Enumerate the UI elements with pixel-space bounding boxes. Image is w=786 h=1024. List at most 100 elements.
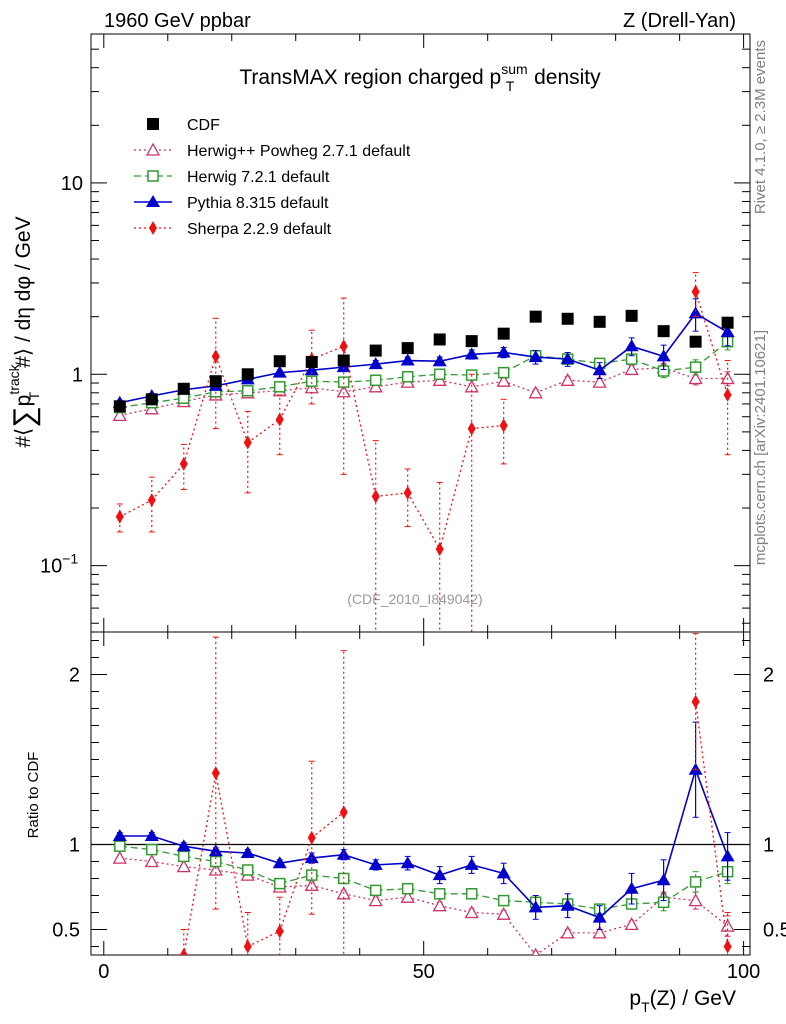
main-series-pythia-8-315-default [112,298,735,408]
main-line-segment [535,356,568,360]
ratio-line-segment [407,862,440,876]
ratio-point [432,898,447,912]
ratio-point [496,866,511,879]
ratio-line-segment [247,930,281,948]
main-point [657,325,670,338]
ratio-line-segment [407,896,440,907]
ratio-point [592,925,607,939]
ratio-point [176,839,191,852]
ratio-line-segment [503,872,537,908]
mcplots-label: mcplots.cern.ch [arXiv:2401.10621] [752,330,769,565]
ratio-line-segment [343,893,376,902]
main-point [145,393,158,406]
main-series-herwig-powheg-2-7-1-default [112,360,735,422]
ratio-plot-area [91,633,750,955]
main-line-segment [119,408,152,416]
main-y-tick-labels: 10−1 1 10 [40,173,83,578]
legend-label: Herwig 7.2.1 default [187,169,330,186]
ratio-point [400,856,415,869]
main-point [432,354,447,367]
ratio-line-segment [471,911,504,915]
main-line-segment [503,380,536,394]
main-point [689,361,702,373]
ratio-line-segment [183,845,216,853]
main-point [304,363,319,376]
main-point [113,400,126,413]
ratio-tick-labels: 0.5 0.5 1 1 2 2 0 50 100 [52,665,786,984]
main-point [368,357,383,370]
main-point [147,493,156,508]
main-line-segment [439,379,472,388]
main-point [401,342,414,355]
main-point [497,366,510,379]
main-point [560,352,575,365]
ratio-point [242,864,254,876]
main-point [560,372,575,386]
ratio-line-segment [375,862,408,866]
ratio-point [464,857,479,870]
ratio-point [210,855,222,868]
ratio-point [243,939,252,954]
ratio-point [240,846,255,858]
main-point [243,435,252,450]
ratio-point [211,766,220,781]
legend-marker [149,221,157,235]
main-point [371,489,380,504]
ratio-line-segment [567,904,600,919]
main-point [723,387,732,402]
main-line-segment [471,424,504,430]
main-point [496,345,511,358]
main-point [177,382,190,395]
main-point [593,315,606,328]
ratio-point [304,851,319,864]
ratio-line-segment [439,905,472,914]
main-point [497,327,510,340]
ratio-y-tick-label-right: 2 [763,665,774,687]
main-point [592,374,607,388]
main-point [528,350,543,363]
legend-marker [147,118,159,130]
main-point [561,312,574,325]
legend-label: Sherpa 2.2.9 default [187,221,332,238]
ratio-point [114,840,126,852]
main-point [305,375,318,387]
ratio-line-segment [311,811,345,839]
main-point [337,376,350,388]
ratio-point [689,876,702,888]
ratio-y-tick-label-right: 1 [763,835,774,857]
ratio-line-segment [631,896,665,925]
main-point [464,347,479,360]
ratio-point [496,906,511,920]
legend-marker [147,170,159,182]
main-y-tick-label: 10−1 [40,551,78,578]
main-point [400,353,415,366]
main-line-segment [215,356,249,443]
ratio-line-segment [247,874,280,888]
ratio-point [400,889,415,903]
ratio-point [433,888,446,900]
ratio-series-herwig-7-2-1-default [114,840,734,915]
main-plot-area [112,272,735,632]
ratio-point [208,844,223,857]
main-point [403,485,412,500]
ratio-point [273,877,286,890]
ratio-point [304,877,319,891]
main-ylabel: #⟨∑ptrackT#⟩ / dη dφ / GeV [6,216,42,447]
ratio-line-segment [279,857,312,864]
ratio-point [432,868,447,881]
ratio-frame [90,631,751,956]
main-panel: 10−1 1 10 TransMAX region charged psum T de… [6,33,751,633]
main-point [529,310,542,323]
main-point [179,456,188,471]
main-point [499,418,508,433]
main-point [433,333,446,346]
main-point [272,365,287,378]
ratio-point [272,856,287,869]
main-line-segment [439,428,473,550]
main-point [305,355,318,368]
ratio-point [112,829,127,841]
ratio-y-tick-label: 2 [69,665,80,687]
main-line-segment [535,379,568,394]
main-point [528,385,543,399]
ratio-line-segment [311,853,344,859]
